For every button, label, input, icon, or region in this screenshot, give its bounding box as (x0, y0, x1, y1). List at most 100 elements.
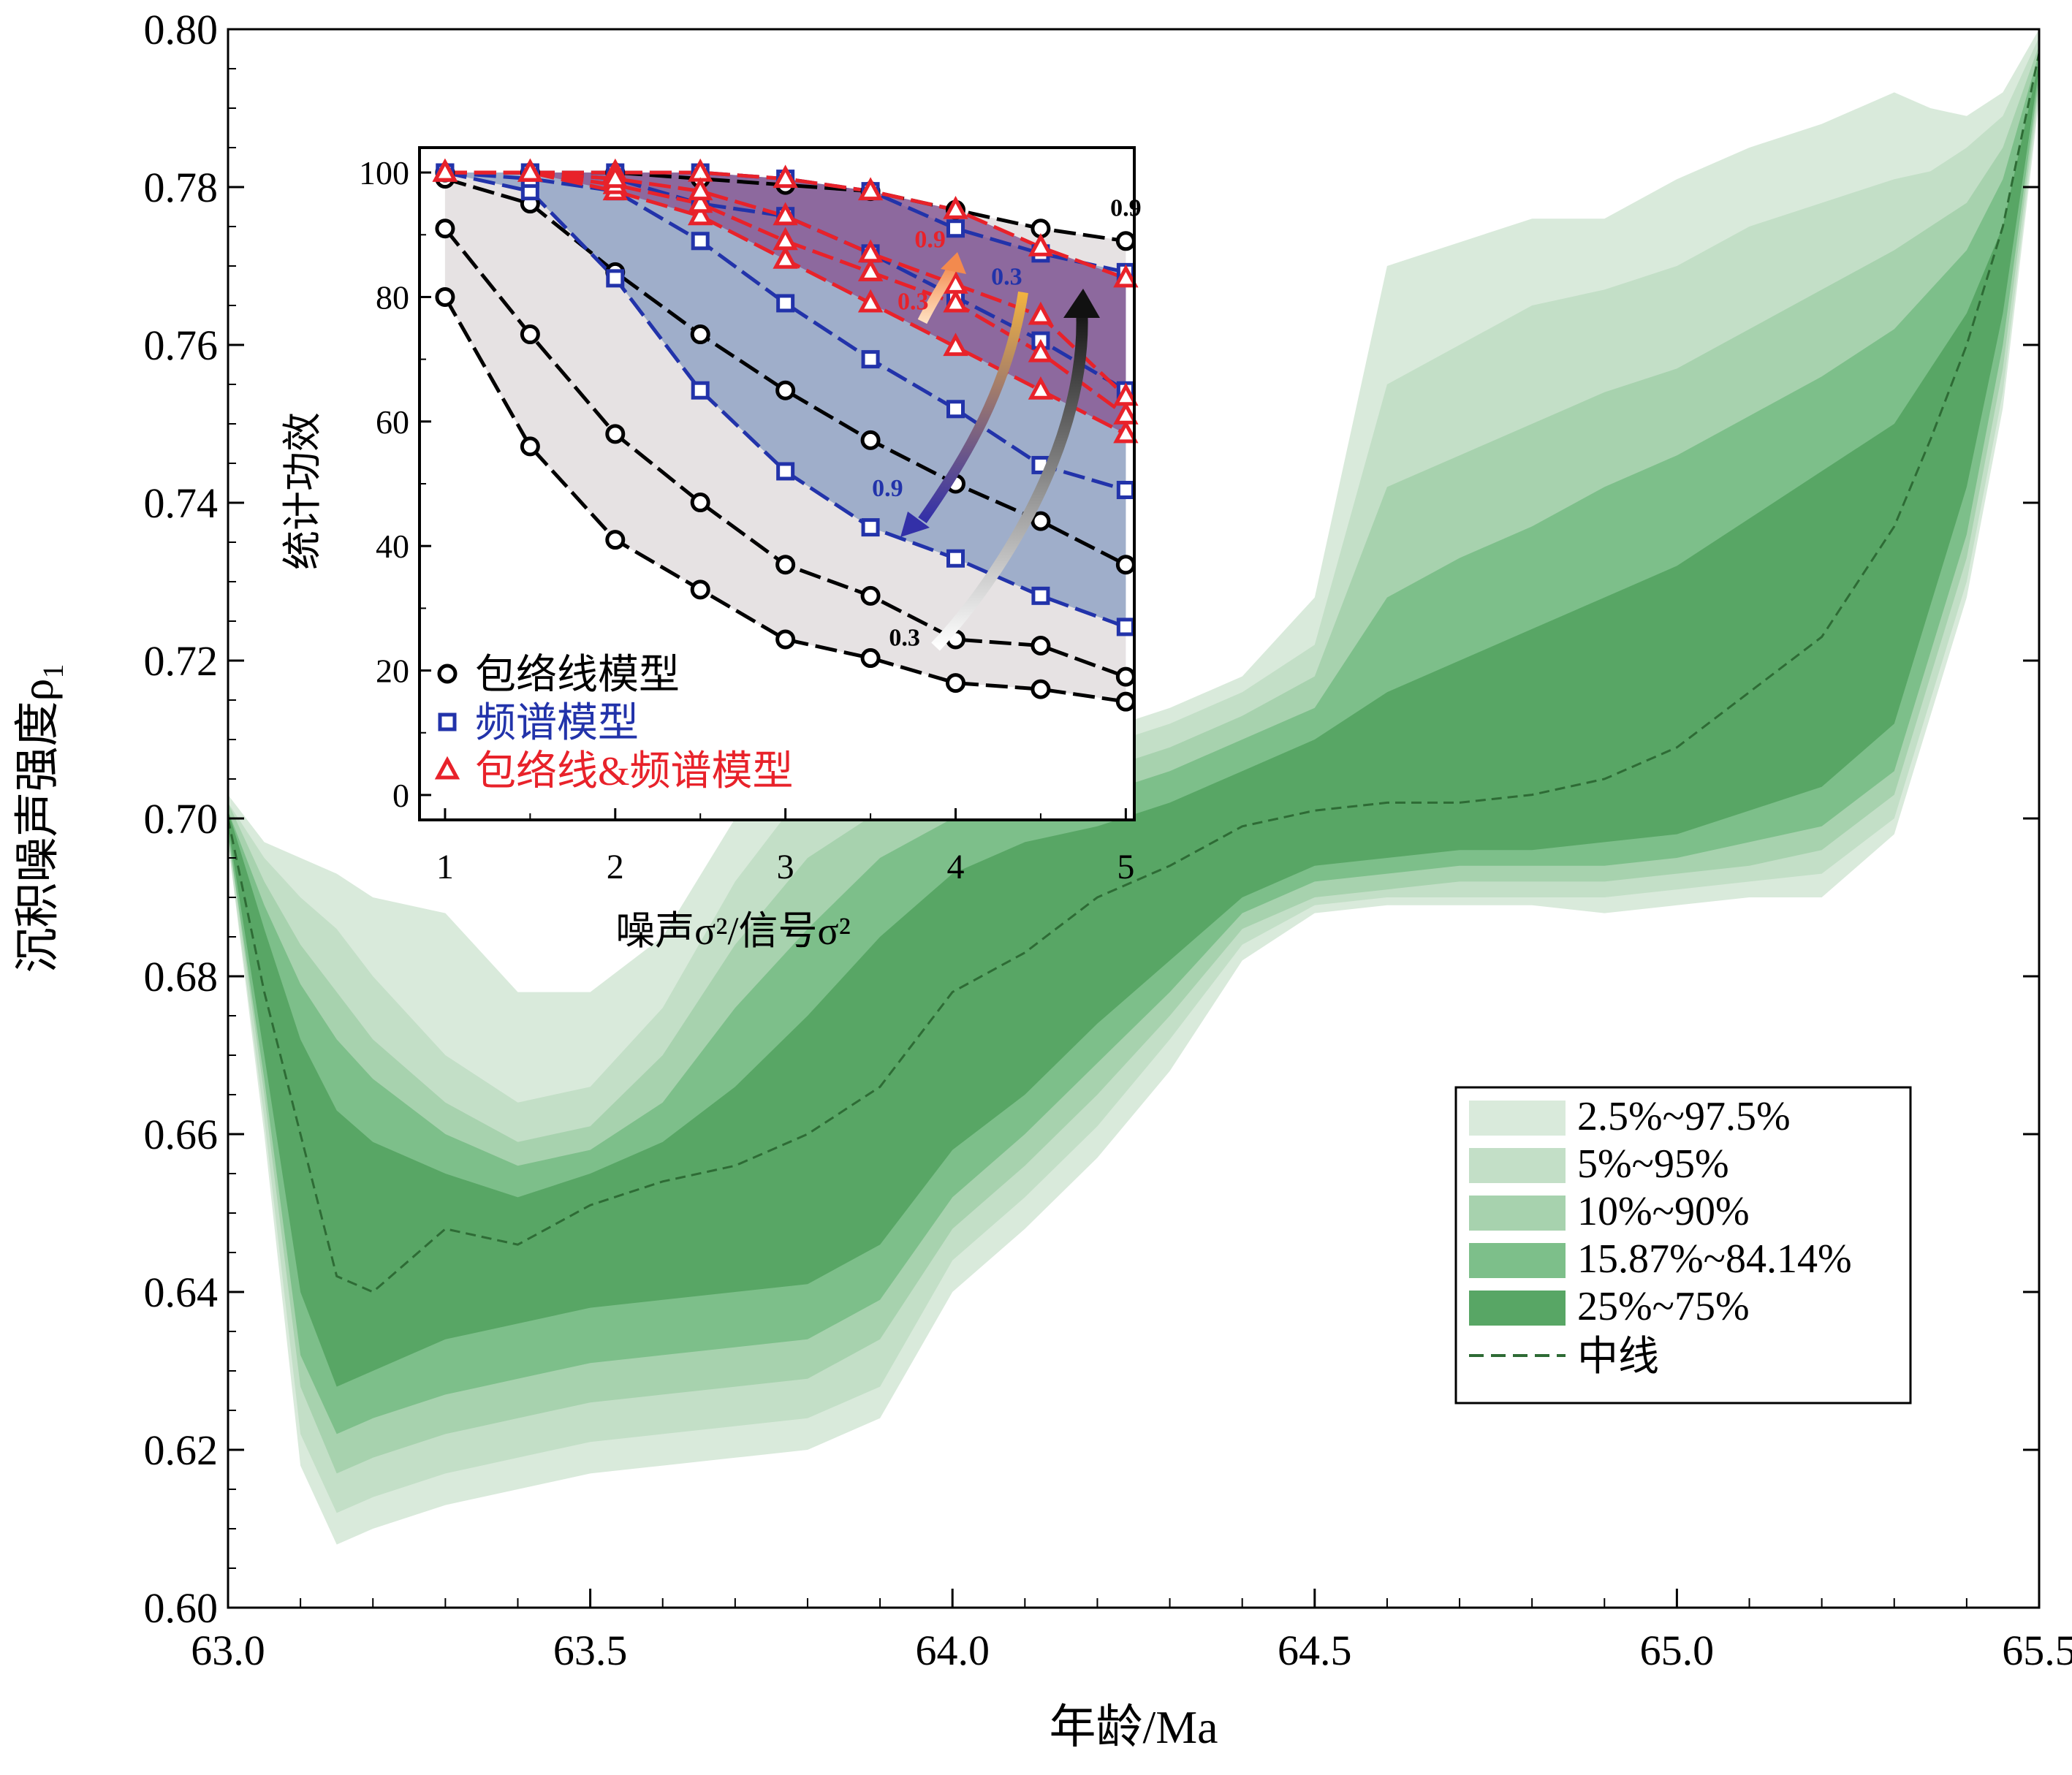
inset-point-0 (520, 324, 540, 345)
inset-point-0 (690, 579, 710, 600)
inset-point-0 (605, 530, 626, 550)
y-tick-label: 0.66 (144, 1111, 219, 1158)
inset-y-axis-title: 统计功效 (281, 412, 325, 570)
y-axis-title: 沉积噪声强度ρ1 (13, 664, 69, 973)
inset-y-tick-label: 40 (376, 528, 409, 565)
y-tick-label: 0.78 (144, 164, 219, 211)
inset-point-2 (943, 270, 968, 294)
y-tick-label: 0.70 (144, 795, 219, 843)
inset-point-2 (773, 164, 798, 189)
inset-point-1 (1031, 586, 1050, 605)
x-tick-label: 65.0 (1640, 1627, 1715, 1674)
inset-legend-label-1: 频谱模型 (475, 701, 639, 746)
inset-point-0 (860, 430, 881, 450)
inset-point-0 (775, 629, 796, 650)
inset-point-0 (605, 424, 626, 444)
arrow-black-head (1063, 289, 1100, 318)
inset-point-1 (691, 232, 710, 251)
inset-point-0 (860, 585, 881, 606)
legend-label-1: 5%~95% (1577, 1141, 1729, 1187)
inset-point-0 (1031, 679, 1051, 699)
inset-x-tick-label: 5 (1117, 848, 1134, 886)
arrow-orange-head (941, 252, 966, 274)
inset-x-tick-label: 2 (607, 848, 624, 886)
y-tick-label: 0.60 (144, 1584, 219, 1632)
inset-point-0 (435, 286, 455, 307)
inset-point-0 (520, 436, 540, 457)
x-axis-title: 年龄/Ma (1049, 1701, 1218, 1753)
inset-y-tick-label: 100 (359, 154, 409, 191)
inset-point-2 (688, 177, 713, 201)
inset-point-2 (517, 158, 543, 182)
y-tick-label: 0.76 (144, 322, 219, 369)
inset-legend-marker-2 (434, 756, 460, 780)
x-tick-label: 64.0 (915, 1627, 990, 1674)
y-tick-label: 0.72 (144, 637, 219, 685)
arrow-black (931, 306, 1088, 651)
inset-legend-marker-1 (438, 712, 457, 731)
inset-annotation-3: 0.9 (914, 226, 946, 253)
inset-point-2 (1113, 382, 1139, 406)
inset-point-0 (1115, 691, 1136, 712)
legend-label-2: 10%~90% (1577, 1189, 1750, 1234)
inset-point-2 (1028, 338, 1054, 362)
inset-line-2-3 (444, 170, 1128, 398)
inset-y-tick-label: 20 (376, 653, 409, 690)
arrow-blue-head (900, 512, 930, 537)
inset-point-2 (857, 258, 884, 281)
legend-median-label: 中线 (1577, 1334, 1659, 1380)
y-axis-title-main: 沉积噪声强度ρ (13, 679, 63, 973)
inset-point-2 (1028, 233, 1054, 256)
inset-point-2 (432, 158, 458, 182)
arrow-blue (918, 291, 1028, 524)
legend-swatch-2 (1469, 1196, 1566, 1231)
inset-point-1 (861, 350, 880, 369)
band-3 (228, 53, 2039, 1434)
x-tick-label: 63.0 (191, 1627, 265, 1674)
inset-x-axis-title: 噪声σ²/信号σ² (615, 909, 851, 953)
inset-point-2 (773, 246, 798, 269)
y-tick-label: 0.80 (144, 6, 219, 53)
legend-swatch-4 (1469, 1291, 1566, 1326)
inset-y-tick-label: 80 (376, 278, 409, 316)
legend-label-4: 25%~75% (1577, 1284, 1750, 1329)
inset-line-1-1 (444, 170, 1127, 629)
inset-point-1 (1116, 617, 1135, 636)
inset-envelope-2 (444, 172, 1126, 434)
inset-point-1 (946, 549, 965, 568)
inset-x-tick-label: 3 (777, 848, 794, 886)
inset-point-0 (1115, 666, 1136, 687)
legend-label-0: 2.5%~97.5% (1577, 1094, 1791, 1139)
inset-point-0 (435, 218, 455, 239)
inset-annotation-4: 0.3 (898, 288, 929, 315)
inset-point-2 (1113, 401, 1139, 425)
inset-point-1 (606, 269, 625, 288)
legend-swatch-1 (1469, 1148, 1566, 1183)
inset-point-1 (946, 219, 965, 238)
inset-point-0 (1031, 511, 1051, 531)
inset-point-0 (1031, 635, 1051, 655)
inset-annotation-0: 0.9 (1110, 195, 1142, 222)
inset-point-2 (688, 202, 713, 226)
inset-y-tick-label: 0 (392, 777, 409, 814)
y-tick-label: 0.62 (144, 1426, 219, 1474)
inset-point-2 (602, 164, 628, 189)
inset-point-2 (688, 189, 713, 213)
inset-line-0-0 (444, 177, 1127, 566)
x-tick-label: 63.5 (553, 1627, 628, 1674)
inset-point-2 (773, 202, 798, 226)
inset-point-2 (857, 289, 884, 313)
inset-point-1 (1116, 481, 1135, 500)
inset-point-1 (861, 518, 880, 537)
inset-annotation-5: 0.3 (889, 624, 920, 651)
inset-point-2 (1113, 264, 1139, 288)
inset-point-0 (946, 673, 965, 693)
inset-point-0 (1115, 231, 1136, 251)
y-tick-label: 0.64 (144, 1269, 219, 1316)
y-tick-label: 0.68 (144, 953, 219, 1000)
y-axis-title-subscript: 1 (37, 664, 69, 679)
inset-legend-label-0: 包络线模型 (475, 653, 680, 698)
inset-point-2 (857, 239, 884, 263)
